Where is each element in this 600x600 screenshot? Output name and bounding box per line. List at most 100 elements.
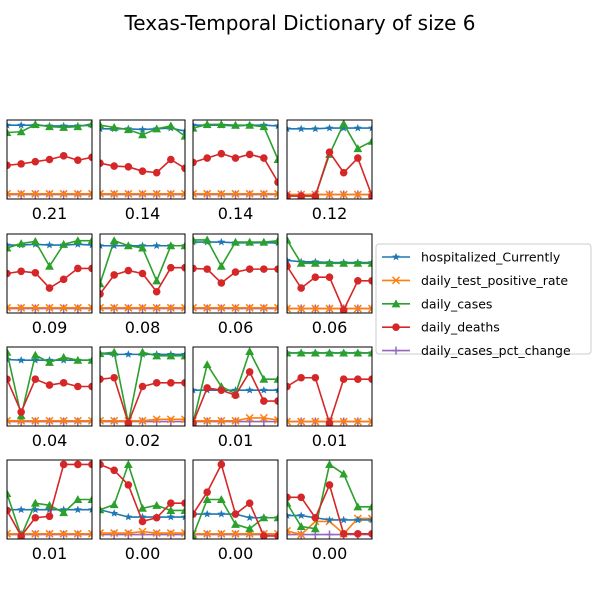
data-point [368, 530, 372, 538]
data-point [138, 517, 147, 526]
data-point [274, 178, 278, 186]
data-point [180, 506, 185, 514]
panel-label: 0.04 [32, 431, 68, 450]
data-point [181, 126, 185, 135]
data-point [59, 189, 68, 198]
data-point [123, 125, 133, 134]
data-point [180, 241, 185, 250]
data-point [297, 530, 306, 539]
data-point [325, 515, 334, 524]
panel: 0.04 [6, 346, 93, 450]
panel-plot-area [193, 460, 278, 539]
series-daily_cases [7, 236, 92, 270]
panel-label: 0.14 [218, 204, 254, 223]
data-point [100, 120, 105, 129]
panel-frame [192, 233, 279, 314]
legend-entry: daily_test_positive_rate [382, 273, 568, 288]
data-point [166, 351, 176, 360]
data-point [367, 348, 372, 357]
data-point [231, 416, 240, 425]
data-point [325, 348, 334, 357]
data-point [17, 505, 26, 514]
panel-plot-area [287, 460, 372, 539]
data-point [287, 511, 291, 519]
data-point [287, 493, 291, 502]
data-point [245, 347, 255, 355]
panel-label: 0.00 [312, 544, 348, 563]
legend-marker [392, 252, 400, 261]
data-point [138, 512, 147, 521]
series-daily_test_positive_rate [193, 303, 278, 312]
series-hospitalized_Currently [287, 123, 372, 133]
data-point [339, 417, 348, 426]
data-point [100, 505, 105, 514]
data-point [245, 120, 255, 129]
legend-marker [391, 299, 401, 308]
data-point [245, 237, 255, 246]
data-point [297, 192, 305, 199]
data-point [17, 356, 26, 364]
data-point [100, 375, 104, 383]
data-point [73, 303, 82, 312]
data-point [339, 530, 348, 538]
data-point [7, 416, 12, 425]
data-point [59, 416, 68, 425]
data-point [31, 375, 40, 384]
data-point [203, 509, 212, 518]
data-point [339, 123, 348, 132]
data-point [31, 529, 40, 538]
data-point [203, 529, 212, 538]
data-point [274, 385, 278, 394]
data-point [339, 469, 349, 478]
data-point [59, 303, 68, 312]
data-point [7, 189, 12, 198]
data-point [59, 122, 69, 131]
series-daily_test_positive_rate [287, 304, 372, 313]
data-point [152, 351, 162, 360]
series-daily_test_positive_rate [7, 303, 92, 312]
data-point [181, 512, 185, 521]
panel-frame [6, 346, 93, 427]
data-point [217, 460, 226, 469]
data-point [231, 120, 240, 129]
data-point [16, 127, 26, 136]
data-point [231, 237, 240, 246]
panel-frame [6, 233, 93, 314]
series-daily_deaths [287, 148, 372, 199]
data-point [138, 167, 147, 175]
data-point [100, 241, 104, 250]
data-point [180, 351, 185, 360]
data-point [259, 374, 269, 383]
series-daily_deaths [193, 368, 278, 426]
data-point [353, 304, 362, 313]
data-point [138, 303, 147, 312]
data-point [74, 156, 82, 165]
data-point [297, 373, 305, 382]
data-point [353, 515, 362, 524]
data-point [368, 277, 372, 285]
data-point [109, 347, 119, 356]
data-point [45, 381, 54, 389]
data-point [138, 125, 147, 133]
data-point [166, 303, 175, 312]
data-point [216, 261, 226, 270]
panel-frame [6, 459, 93, 540]
data-point [74, 460, 82, 469]
data-point [217, 279, 226, 287]
panel: 0.08 [99, 233, 186, 337]
data-point [311, 192, 320, 199]
panel-frame [99, 119, 186, 200]
data-point [311, 304, 320, 313]
data-point [260, 532, 268, 539]
data-point [287, 526, 292, 535]
data-point [245, 189, 254, 198]
data-point [152, 168, 161, 177]
data-point [88, 264, 92, 273]
data-point [152, 124, 162, 133]
series-daily_deaths [193, 264, 278, 287]
series-daily_cases [193, 495, 278, 539]
data-point [138, 382, 147, 391]
data-point [31, 303, 40, 312]
data-point [325, 419, 334, 426]
data-point [100, 279, 105, 288]
